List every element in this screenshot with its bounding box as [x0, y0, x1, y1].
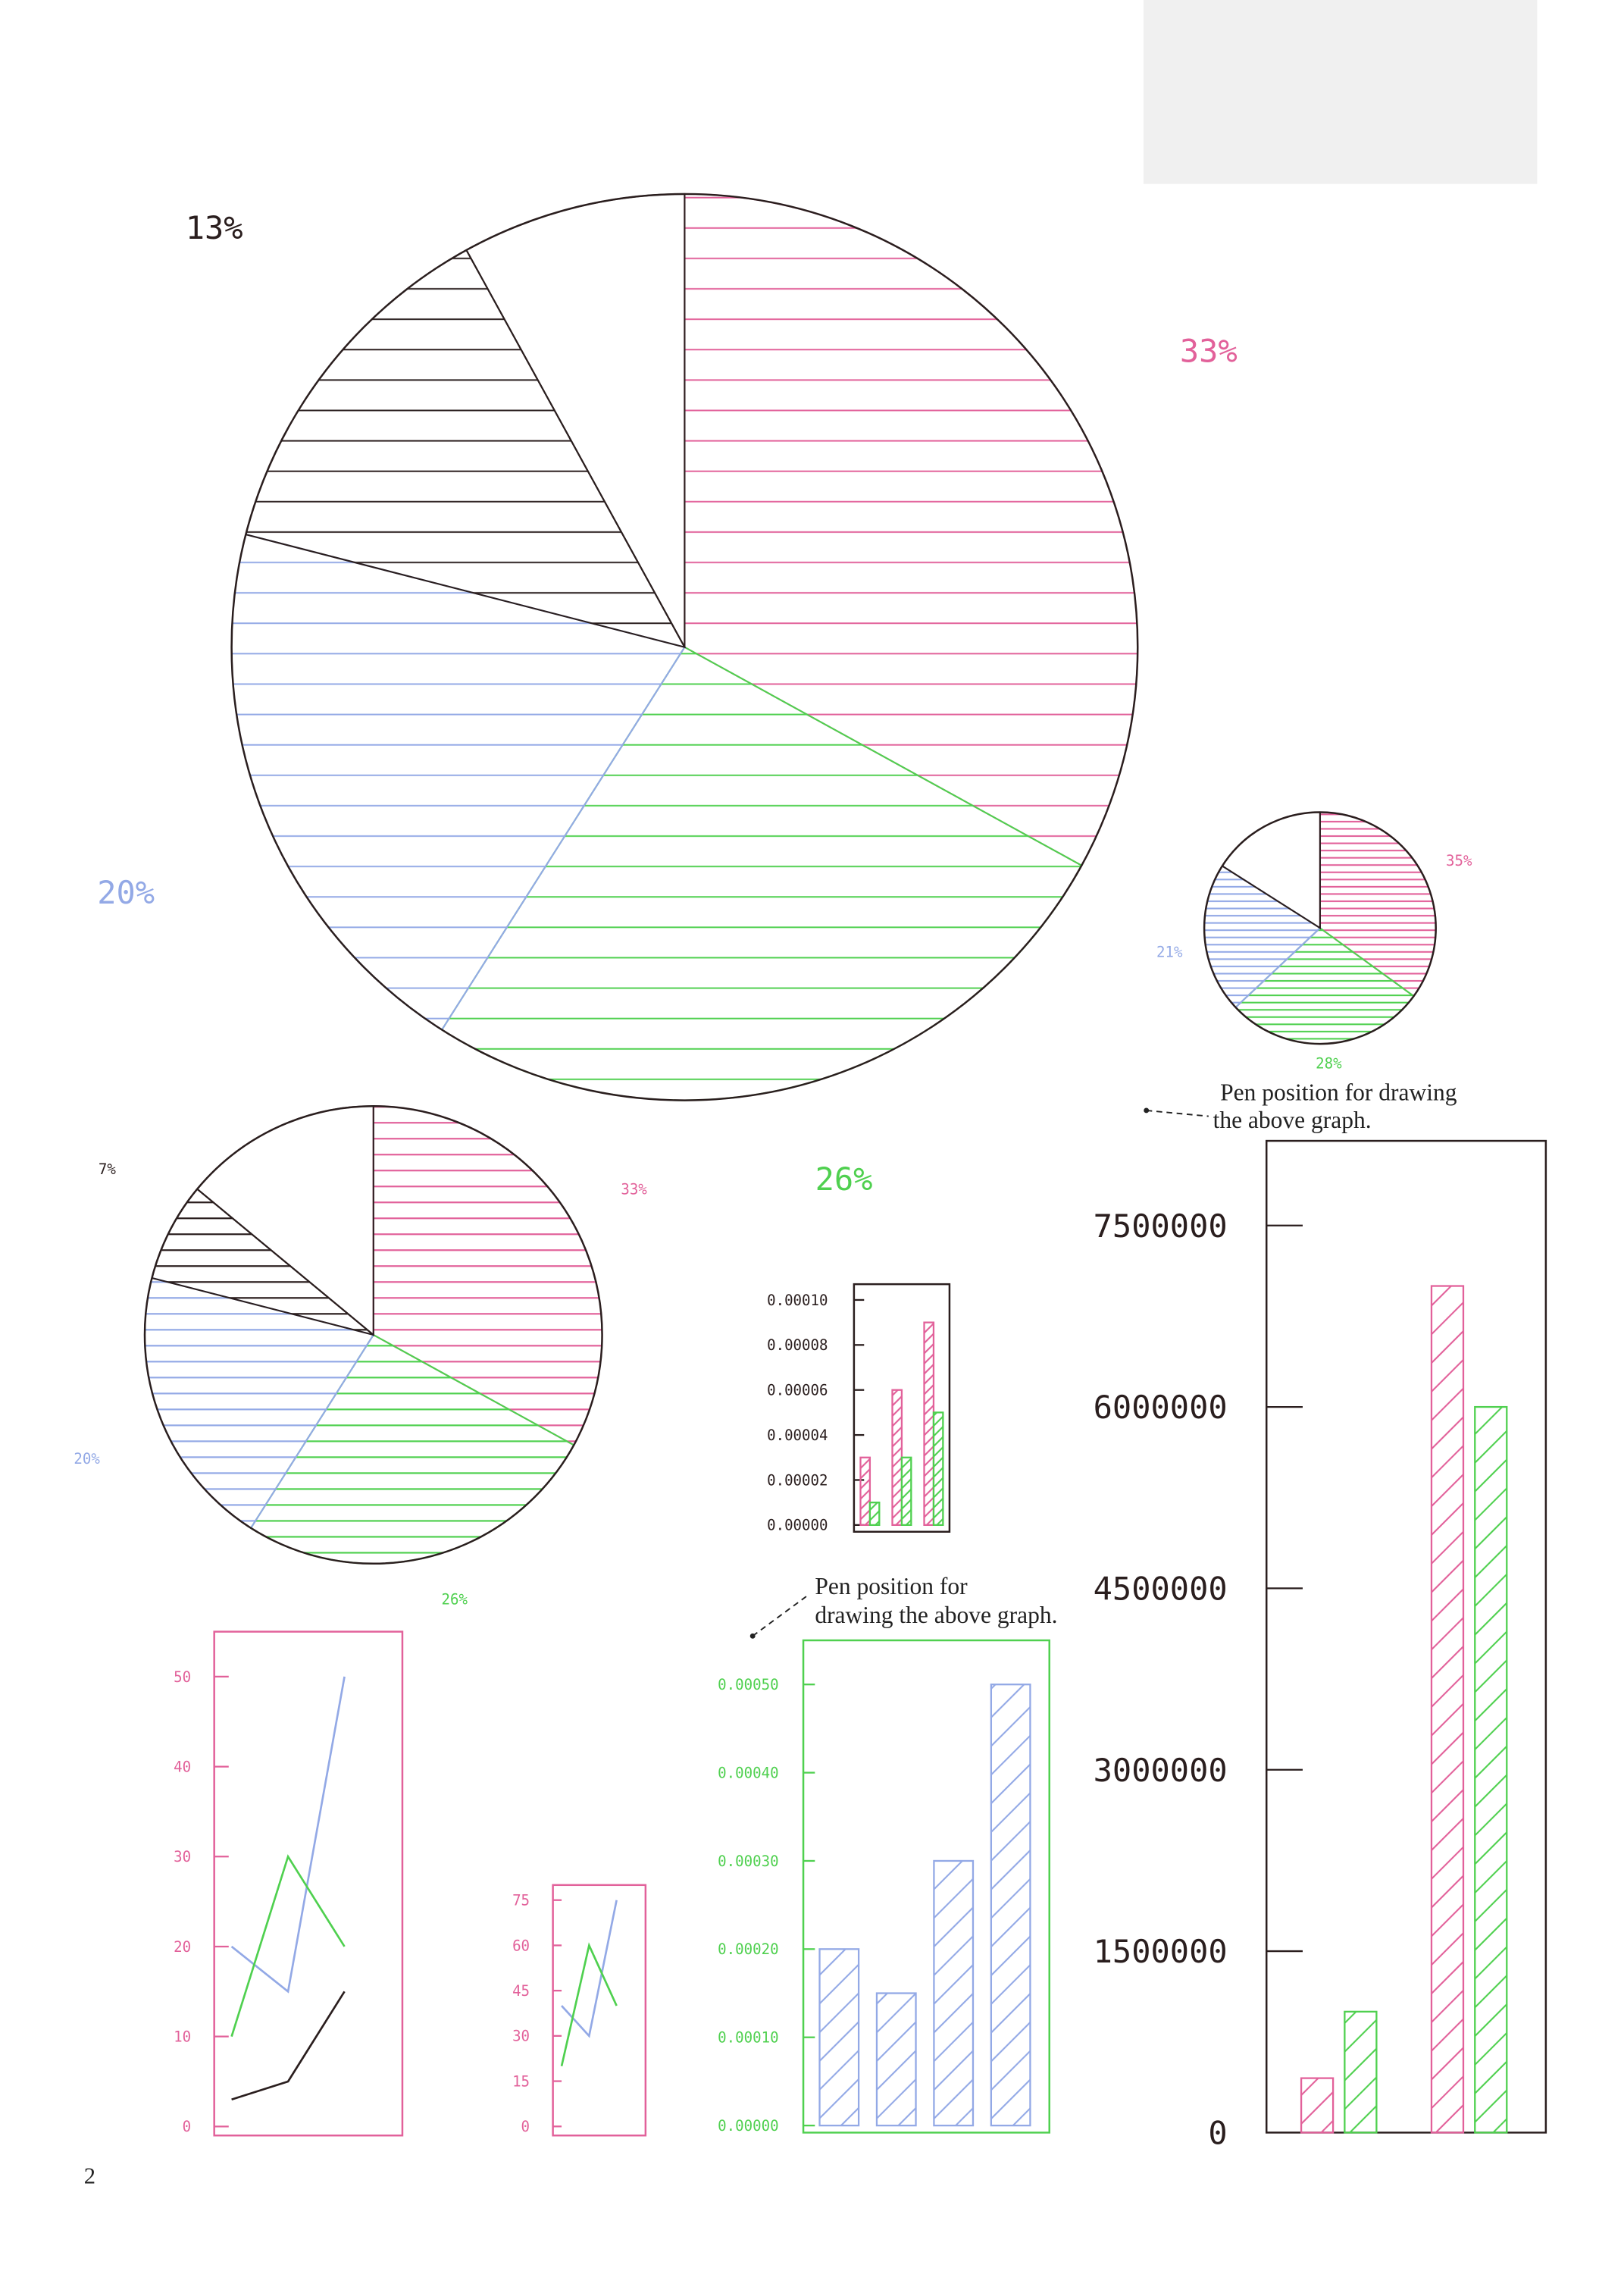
line-series: [230, 1676, 346, 1994]
y-tick-label: 1500000: [1094, 1933, 1228, 1970]
leader-line: [752, 1595, 809, 1637]
y-tick-label: 0: [1208, 2115, 1227, 2152]
value-label: 21%: [1156, 943, 1183, 960]
bar: [818, 1948, 860, 2127]
y-tick-label: 75: [512, 1892, 530, 1909]
y-tick-label: 0.00000: [767, 1517, 828, 1534]
pie-outline: [230, 193, 1139, 1101]
plot-frame: [552, 1884, 647, 2137]
bar: [875, 1992, 917, 2127]
y-tick-label: 0.00030: [718, 1853, 778, 1870]
leader-line: [1146, 1110, 1209, 1117]
pen-dot: [749, 1633, 756, 1639]
line-chart: 0 15 30 45 60 75: [512, 1884, 647, 2137]
annotation-line: drawing the above graph.: [815, 1602, 1057, 1628]
bar: [868, 1502, 881, 1527]
line-series: [231, 1991, 346, 2101]
pen-dot: [1144, 1107, 1150, 1114]
y-tick-label: 0: [521, 2118, 530, 2135]
y-tick-label: 20: [174, 1938, 191, 1956]
y-tick-label: 0.00020: [718, 1941, 778, 1958]
annotation: Pen position for drawing the above graph…: [749, 1573, 1057, 1639]
y-tick-label: 40: [174, 1758, 191, 1775]
bar: [859, 1456, 871, 1527]
plot-frame: [1265, 1139, 1547, 2134]
y-tick-label: 0.00040: [718, 1764, 778, 1781]
annotation: Pen position for drawing the above graph…: [1144, 1079, 1457, 1133]
page-number: 2: [84, 2163, 95, 2188]
y-tick-label: 15: [512, 2072, 530, 2090]
bar-chart: 0.00000 0.00010 0.00020 0.00030 0.00040 0.000…: [718, 1639, 1050, 2135]
y-tick-label: 0.00000: [718, 2117, 778, 2135]
line-series: [560, 1942, 618, 2066]
bar: [1474, 1405, 1508, 2134]
annotation-line: Pen position for: [815, 1573, 968, 1599]
bar: [923, 1321, 935, 1527]
y-tick-label: 0.00006: [767, 1382, 828, 1399]
y-tick-label: 0.00008: [767, 1336, 828, 1354]
pie-outline: [143, 1104, 603, 1565]
y-tick-label: 30: [174, 1848, 191, 1865]
line-series: [561, 1900, 618, 2038]
y-tick-label: 50: [174, 1668, 191, 1686]
annotation-line: the above graph.: [1213, 1107, 1372, 1133]
value-label: 33%: [621, 1181, 647, 1198]
plot-frame: [802, 1639, 1050, 2134]
value-label: 26%: [442, 1590, 468, 1608]
line-chart: 0 10 20 30 40 50: [174, 1630, 404, 2137]
y-tick-label: 30: [512, 2028, 530, 2045]
bar: [933, 1859, 975, 2127]
line-series: [230, 1854, 346, 2038]
y-tick-label: 0.00010: [767, 1292, 828, 1309]
y-tick-label: 0.00004: [767, 1427, 828, 1444]
value-label: 20%: [74, 1450, 100, 1468]
value-label: 33%: [1180, 332, 1238, 369]
y-tick-label: 0.00010: [718, 2029, 778, 2047]
pie-chart: 35% 28% 21%: [1156, 811, 1472, 1073]
y-tick-label: 6000000: [1094, 1389, 1228, 1426]
value-label: 28%: [1316, 1055, 1342, 1073]
y-tick-label: 0.00050: [718, 1676, 778, 1693]
bar: [900, 1456, 912, 1527]
value-label: 35%: [1446, 852, 1472, 869]
bar: [990, 1684, 1031, 2127]
value-label: 26%: [815, 1161, 873, 1198]
plot-frame: [213, 1630, 404, 2137]
bar: [932, 1411, 944, 1527]
value-label: 20%: [97, 874, 155, 911]
y-tick-label: 0: [183, 2118, 192, 2135]
pie-outline: [1203, 811, 1437, 1045]
bar: [1344, 2010, 1378, 2134]
y-tick-label: 7500000: [1094, 1208, 1228, 1245]
value-label: 7%: [99, 1161, 116, 1178]
y-tick-label: 10: [174, 2028, 191, 2046]
y-tick-label: 60: [512, 1937, 530, 1954]
y-tick-label: 0.00002: [767, 1471, 828, 1489]
value-label: 13%: [186, 209, 243, 246]
pie-chart: 33% 26% 20% 13%: [97, 193, 1238, 1198]
y-tick-label: 3000000: [1094, 1752, 1228, 1789]
plot-frame: [853, 1283, 951, 1533]
bar: [1300, 2077, 1335, 2134]
bar: [891, 1389, 903, 1527]
tab-shadow: [1143, 0, 1538, 184]
bar-chart: 0 1500000 3000000 4500000 6000000 7500000: [1094, 1139, 1547, 2152]
bar-chart: 0.00000 0.00002 0.00004 0.00006 0.00008 0.000…: [767, 1283, 951, 1534]
annotation-line: Pen position for drawing: [1220, 1079, 1457, 1106]
pie-chart: 33% 26% 20% 7%: [74, 1104, 647, 1608]
y-tick-label: 4500000: [1094, 1571, 1228, 1608]
y-tick-label: 45: [512, 1982, 530, 2000]
bar: [1430, 1285, 1465, 2134]
